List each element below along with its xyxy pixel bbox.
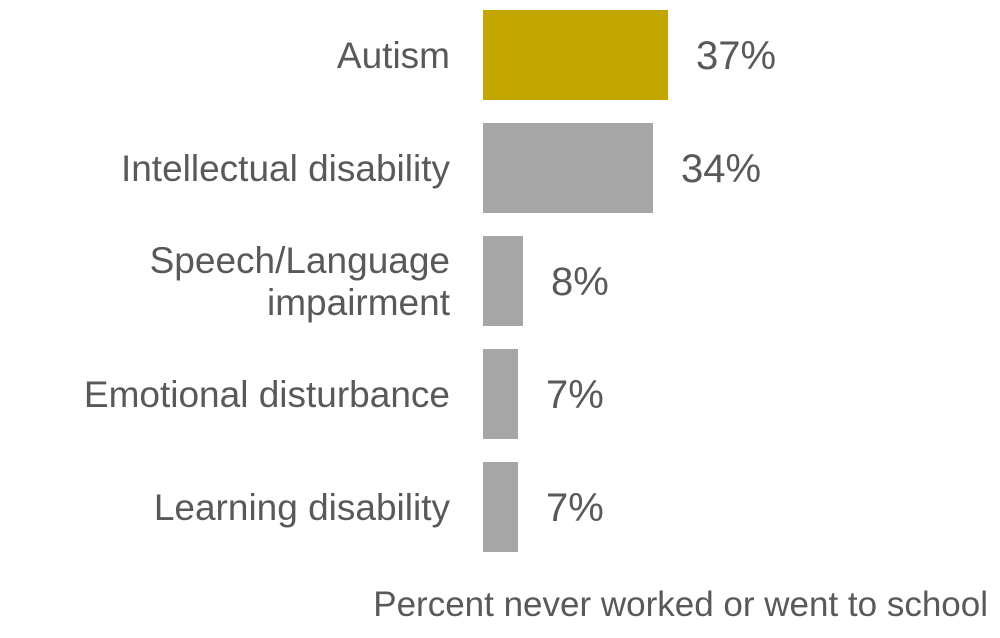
category-label: Learning disability <box>154 487 451 528</box>
value-labels: 37% 34% 8% 7% 7% <box>546 34 776 530</box>
category-label: Emotional disturbance <box>84 374 450 415</box>
data-label: 7% <box>546 486 604 530</box>
data-label: 8% <box>551 260 609 304</box>
bar <box>483 236 523 326</box>
data-label: 7% <box>546 373 604 417</box>
bar <box>483 349 518 439</box>
category-label-line: impairment <box>267 282 451 323</box>
bar <box>483 123 653 213</box>
x-axis-label: Percent never worked or went to school <box>373 585 988 624</box>
category-label-line: Intellectual disability <box>121 148 451 189</box>
category-labels: Autism Intellectual disability Speech/Lang… <box>84 35 451 528</box>
category-label-line: Speech/Language <box>150 240 450 281</box>
category-label-line: Learning disability <box>154 487 451 528</box>
category-label: Autism <box>337 35 450 76</box>
bar <box>483 10 668 100</box>
bar <box>483 462 518 552</box>
bars-layer <box>483 10 668 552</box>
category-label-line: Emotional disturbance <box>84 374 450 415</box>
category-label-line: Autism <box>337 35 450 76</box>
data-label: 34% <box>681 147 761 191</box>
data-label: 37% <box>696 34 776 78</box>
category-label: Intellectual disability <box>121 148 451 189</box>
category-label: Speech/Language impairment <box>150 240 451 323</box>
